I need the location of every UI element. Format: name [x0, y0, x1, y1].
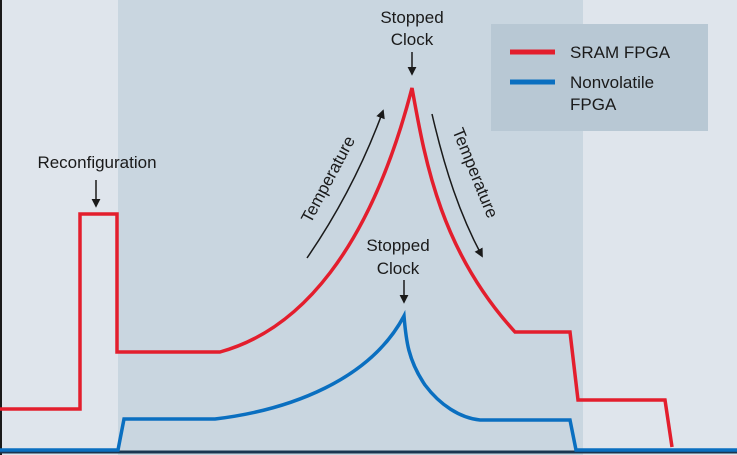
annotation: Stopped: [366, 236, 429, 255]
annotation: Stopped: [380, 8, 443, 27]
legend: [491, 24, 708, 131]
annotation: Reconfiguration: [37, 153, 156, 172]
legend-label: Nonvolatile: [570, 73, 654, 92]
legend-label: SRAM FPGA: [570, 43, 671, 62]
legend-label: FPGA: [570, 95, 617, 114]
sram-curve: [0, 87, 674, 448]
arrow: [431, 113, 483, 258]
arrow: [306, 109, 385, 259]
nonvolatile-curve: [0, 309, 737, 452]
annotation: Clock: [377, 259, 420, 278]
annotation: Clock: [391, 30, 434, 49]
